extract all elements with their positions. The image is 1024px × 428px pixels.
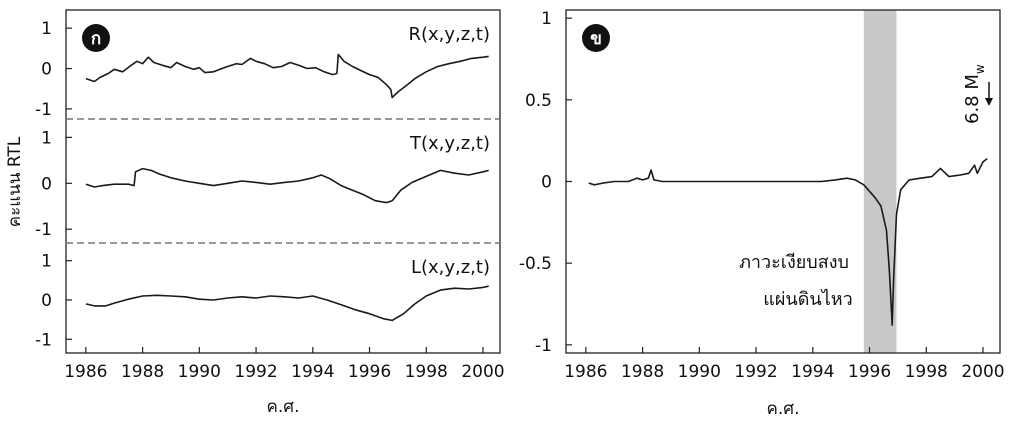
panel-b-x-tick-label: 1992 xyxy=(734,362,777,382)
event-arrow-head-icon xyxy=(985,98,993,106)
panel-b-x-tick-label: 1996 xyxy=(848,362,891,382)
panel-b-badge xyxy=(582,24,610,52)
panel-a-badge-text: ก xyxy=(91,29,101,49)
event-magnitude-label: 6.8 Mw xyxy=(962,64,987,124)
panel-a-2-y-tick-label: 1 xyxy=(41,128,52,148)
panel-b-x-tick-label: 1998 xyxy=(905,362,948,382)
panel-a-3-y-tick-label: 1 xyxy=(41,252,52,272)
series-label-1: R(x,y,z,t) xyxy=(408,24,490,45)
panel-b-y-tick-label: -0.5 xyxy=(519,254,552,274)
panel-a-x-axis-title: ค.ศ. xyxy=(267,397,300,417)
series-label-3: L(x,y,z,t) xyxy=(411,257,490,278)
panel-a-x-tick-label: 1996 xyxy=(348,362,391,382)
panel-a-1-y-tick-label: 1 xyxy=(41,19,52,39)
panel-a-x-tick-label: 1994 xyxy=(291,362,334,382)
series-line-3 xyxy=(85,285,489,322)
panel-a-1-y-tick-label: 0 xyxy=(41,60,52,80)
quiescence-label-line-1: ภาวะเงียบสงบ xyxy=(739,252,849,273)
panel-b-x-tick-label: 1990 xyxy=(678,362,721,382)
quiescence-label-line-2: แผ่นดินไหว xyxy=(763,288,852,310)
panel-a-x-tick-label: 1998 xyxy=(405,362,448,382)
panel-a-x-tick-label: 2000 xyxy=(461,362,504,382)
y-axis-title: คะแนน RTL xyxy=(5,136,25,227)
panel-a-x-tick-label: 1988 xyxy=(121,362,164,382)
series-line-panel-b xyxy=(588,157,988,326)
panel-b-y-tick-label: -1 xyxy=(535,336,552,356)
panel-a-2-y-tick-label: 0 xyxy=(41,174,52,194)
series-line-1 xyxy=(85,53,489,99)
panel-a-2-y-tick-label: -1 xyxy=(35,220,52,240)
panel-b-x-tick-label: 1994 xyxy=(791,362,834,382)
panel-b: 1 0.5 0 -0.5 -1 1986 1988 1990 1992 1994 1996 1998 2… xyxy=(519,9,1005,419)
panel-b-x-tick-label: 2000 xyxy=(961,362,1004,382)
series-line-2 xyxy=(85,167,489,204)
panel-a-3-y-tick-label: 0 xyxy=(41,291,52,311)
panel-b-x-axis-title: ค.ศ. xyxy=(767,399,800,419)
series-label-2: T(x,y,z,t) xyxy=(409,133,490,154)
panel-a-1-y-tick-label: -1 xyxy=(35,100,52,120)
event-magnitude-text: 6.8 Mw xyxy=(962,64,987,124)
panel-b-y-tick-label: 0.5 xyxy=(525,91,552,111)
panel-a-badge xyxy=(82,24,110,52)
panel-a-x-tick-label: 1990 xyxy=(178,362,221,382)
panel-b-x-tick-label: 1988 xyxy=(621,362,664,382)
panel-b-x-tick-label: 1986 xyxy=(564,362,607,382)
panel-a-x-tick-label: 1992 xyxy=(234,362,277,382)
panel-a-frame xyxy=(65,9,501,354)
panel-b-y-tick-label: 0 xyxy=(541,173,552,193)
panel-b-y-tick-label: 1 xyxy=(541,9,552,29)
panel-a-x-tick-label: 1986 xyxy=(64,362,107,382)
panel-b-badge-text: ข xyxy=(590,29,602,49)
panel-a-3-y-tick-label: -1 xyxy=(35,330,52,350)
panel-a: 1 0 -1 R(x,y,z,t) 1 0 -1 T(x,y,z,t) 1 0 -1 L(x,y,z,… xyxy=(5,9,505,417)
